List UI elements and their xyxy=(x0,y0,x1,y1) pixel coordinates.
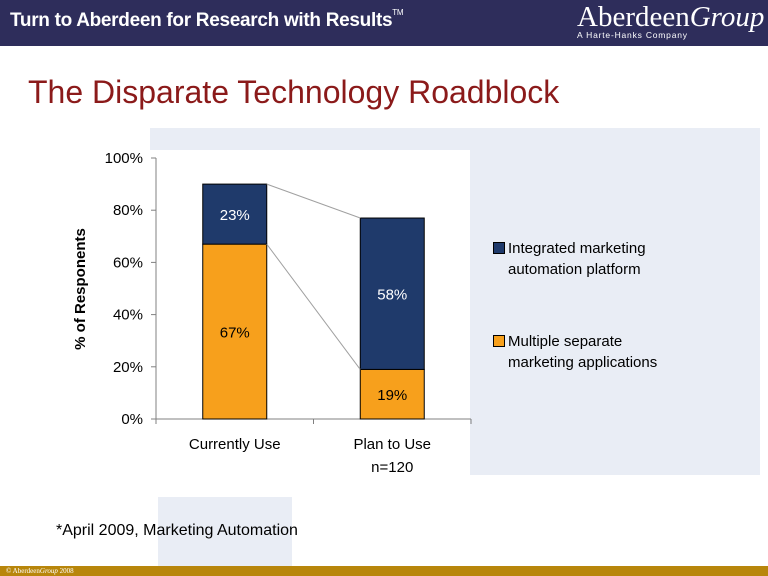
data-label: 58% xyxy=(377,287,407,304)
logo-subtitle: A Harte-Hanks Company xyxy=(577,30,688,40)
logo-group: Group xyxy=(689,1,765,33)
copyright: © AberdeenGroup 2008 xyxy=(6,567,74,575)
series-line xyxy=(266,243,361,370)
sample-size-annotation: n=120 xyxy=(371,459,413,476)
x-category-label: Plan to Use xyxy=(353,436,431,453)
page-title: The Disparate Technology Roadblock xyxy=(28,74,560,110)
data-label: 67% xyxy=(220,325,250,342)
trademark: TM xyxy=(392,8,404,17)
legend-swatch xyxy=(493,335,505,347)
y-tick-label: 20% xyxy=(113,359,143,376)
footer-bar xyxy=(0,566,768,576)
series-line xyxy=(266,183,361,219)
y-tick-label: 0% xyxy=(121,411,143,428)
bar-segment xyxy=(359,217,425,370)
aberdeen-logo: AberdeenGroup A Harte-Hanks Company xyxy=(577,2,764,40)
y-tick-label: 100% xyxy=(105,150,143,167)
logo-main: Aberdeen xyxy=(577,1,690,33)
background-shape xyxy=(150,128,760,150)
x-category-label: Currently Use xyxy=(189,436,281,453)
bar-segment xyxy=(202,183,268,245)
header-tagline: Turn to Aberdeen for Research with Resul… xyxy=(10,8,404,31)
data-label: 19% xyxy=(377,387,407,404)
legend-swatch xyxy=(493,242,505,254)
bar-segment xyxy=(202,243,268,420)
y-tick-label: 60% xyxy=(113,254,143,271)
legend-label: Integrated marketing automation platform xyxy=(508,240,646,278)
header-bar: Turn to Aberdeen for Research with Resul… xyxy=(0,0,768,46)
bar-segment xyxy=(359,368,425,420)
y-tick-label: 80% xyxy=(113,202,143,219)
y-tick-label: 40% xyxy=(113,307,143,324)
y-axis-label: % of Responents xyxy=(72,228,89,350)
background-shape xyxy=(470,150,760,475)
footnote: *April 2009, Marketing Automation xyxy=(56,522,298,539)
legend-label: Multiple separate marketing applications xyxy=(508,333,658,371)
background-shape xyxy=(158,497,292,566)
data-label: 23% xyxy=(220,207,250,224)
